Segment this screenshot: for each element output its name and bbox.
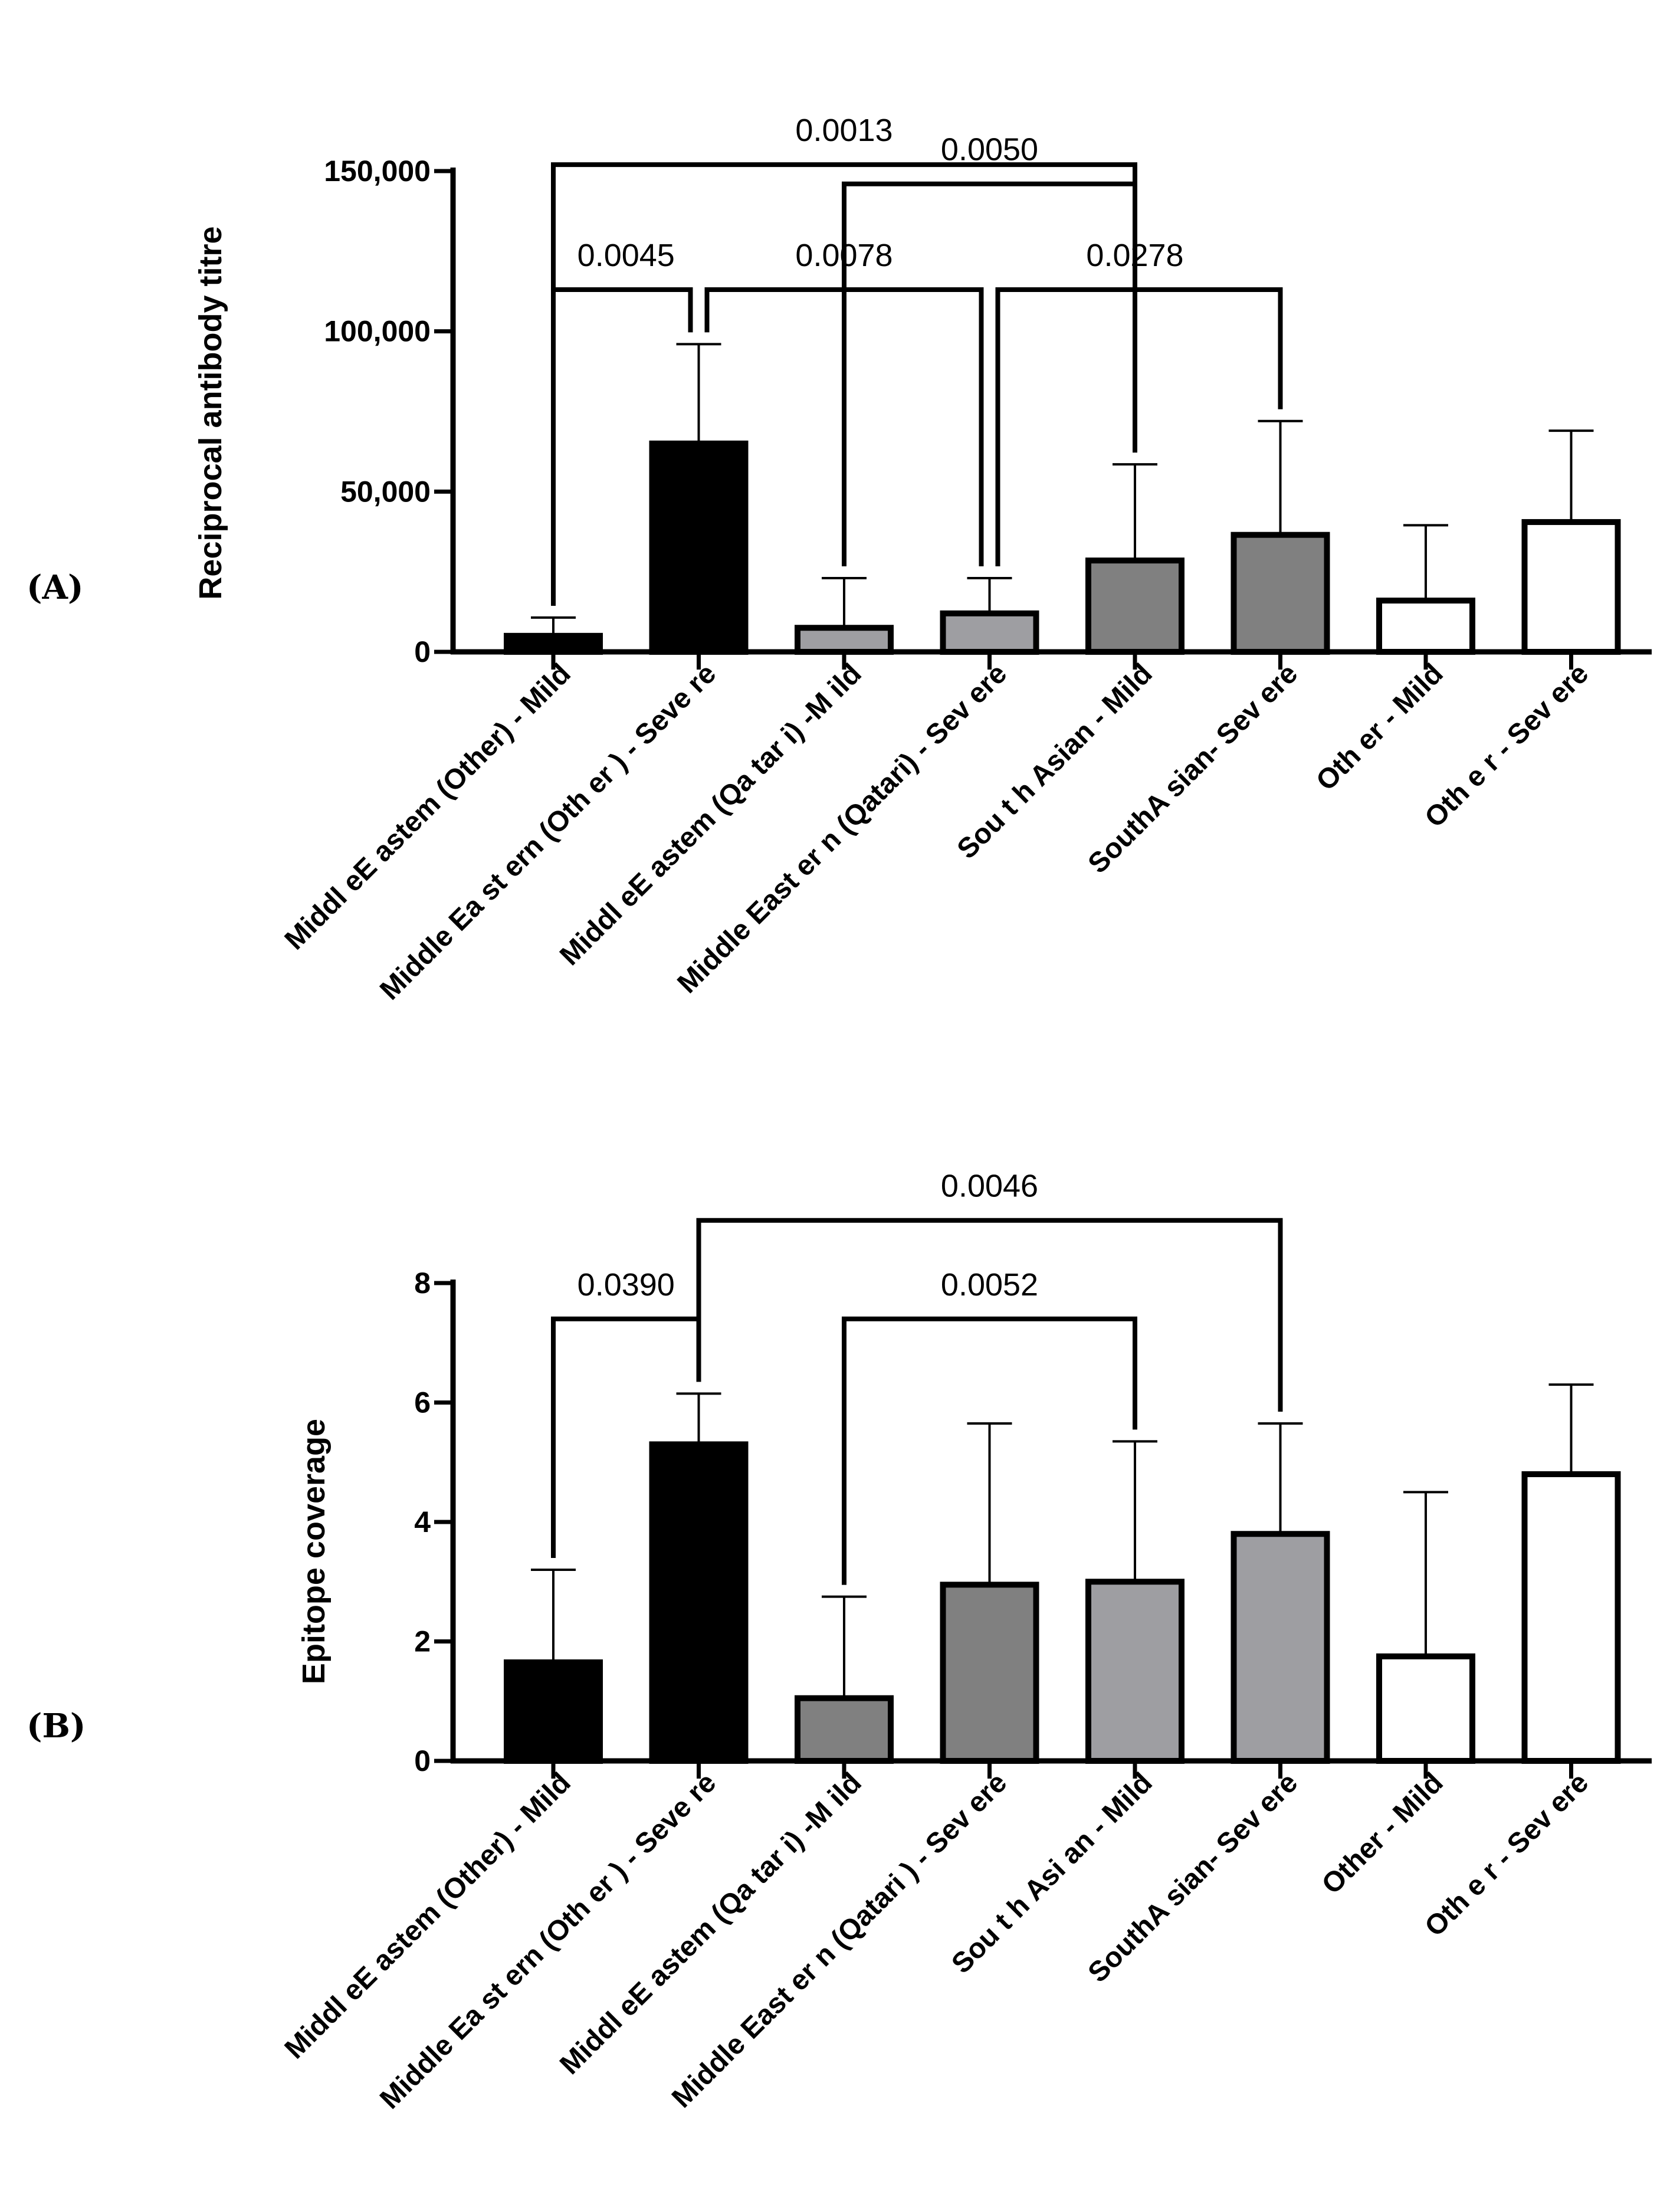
- category-label: Oth e r - Sev ere: [1419, 658, 1594, 834]
- y-tick-label: 50,000: [340, 475, 431, 508]
- category-label: Middle East er n (Qatari) - Sev ere: [671, 658, 1013, 999]
- y-tick-label: 100,000: [324, 315, 431, 348]
- p-value-label: 0.0046: [941, 1169, 1038, 1204]
- significance-bracket: [842, 1316, 1137, 1585]
- category-label: Middl eE astem (Other) - Mild: [279, 658, 577, 956]
- significance-bracket: [551, 1316, 701, 1558]
- significance-bracket: [551, 287, 693, 606]
- bar: [795, 1695, 894, 1764]
- p-value-label: 0.0013: [795, 113, 892, 148]
- p-value-label: 0.0278: [1086, 238, 1183, 273]
- bar: [504, 1659, 603, 1764]
- y-tick-label: 2: [414, 1625, 431, 1658]
- y-tick-label: 150,000: [324, 155, 431, 188]
- bar: [1231, 532, 1330, 655]
- bar: [1376, 598, 1475, 655]
- panel-b-axes: [450, 1280, 1652, 1764]
- panel-b-significance-brackets: 0.0046 0.0390 0.0052: [551, 1169, 1283, 1585]
- panel-b-bars: [504, 1441, 1621, 1764]
- panel-a-letter: (A): [27, 568, 83, 607]
- panel-a-chart: (A) Reciprocal antibody titre 0 50,000 100…: [27, 113, 1652, 1006]
- panel-a-axes: [450, 168, 1652, 655]
- bar: [1231, 1531, 1330, 1764]
- significance-bracket: [842, 181, 1137, 567]
- category-label: Middle Ea st ern (Oth er ) - Seve re: [374, 1767, 722, 2115]
- significance-bracket: [696, 1218, 1283, 1412]
- category-label: Oth e r - Sev ere: [1419, 1767, 1594, 1943]
- bar: [940, 1582, 1039, 1764]
- p-value-label: 0.0078: [795, 238, 892, 273]
- category-label: Middle East er n (Qatari ) - Sev ere: [666, 1767, 1013, 2114]
- category-label: Middl eE astem (Qa tar i) -M ild: [554, 658, 868, 972]
- panel-b-error-bars: [531, 1383, 1594, 1698]
- panel-a-error-bars: [531, 343, 1594, 636]
- bar: [649, 440, 749, 655]
- category-label: Middl eE astem (Qa tar i) -M ild: [554, 1767, 868, 2081]
- bar: [1521, 1471, 1621, 1764]
- category-label: Other - Mild: [1316, 1767, 1449, 1900]
- bar: [1376, 1653, 1475, 1764]
- category-label: Middle Ea st ern (Oth er ) - Seve re: [374, 658, 722, 1006]
- bar: [795, 625, 894, 655]
- p-value-label: 0.0390: [578, 1267, 675, 1303]
- panel-a-y-ticks: 0 50,000 100,000 150,000: [324, 155, 1573, 670]
- category-label: Oth er - Mild: [1310, 658, 1449, 796]
- y-tick-label: 0: [414, 635, 431, 668]
- bar: [649, 1441, 749, 1764]
- y-tick-label: 8: [414, 1267, 431, 1300]
- y-tick-label: 0: [414, 1744, 431, 1777]
- bar: [1521, 519, 1621, 655]
- panel-a-bars: [504, 440, 1621, 655]
- panel-b-y-axis-title: Epitope coverage: [296, 1419, 332, 1684]
- significance-bracket: [704, 287, 984, 567]
- bar: [1085, 557, 1184, 655]
- p-value-label: 0.0052: [941, 1267, 1038, 1303]
- panel-a-y-axis-title: Reciprocal antibody titre: [193, 226, 228, 599]
- y-tick-label: 6: [414, 1386, 431, 1419]
- p-value-label: 0.0045: [578, 238, 675, 273]
- bar: [940, 610, 1039, 655]
- y-tick-label: 4: [414, 1505, 431, 1538]
- panel-b-letter: (B): [27, 1707, 86, 1746]
- significance-bracket: [995, 287, 1283, 567]
- bar: [1085, 1579, 1184, 1764]
- panel-a-significance-brackets: 0.0013 0.0050 0.0045 0.0078 0.0278: [551, 113, 1283, 606]
- p-value-label: 0.0050: [941, 132, 1038, 168]
- category-label: Middl eE astem (Other) - Mild: [279, 1767, 577, 2065]
